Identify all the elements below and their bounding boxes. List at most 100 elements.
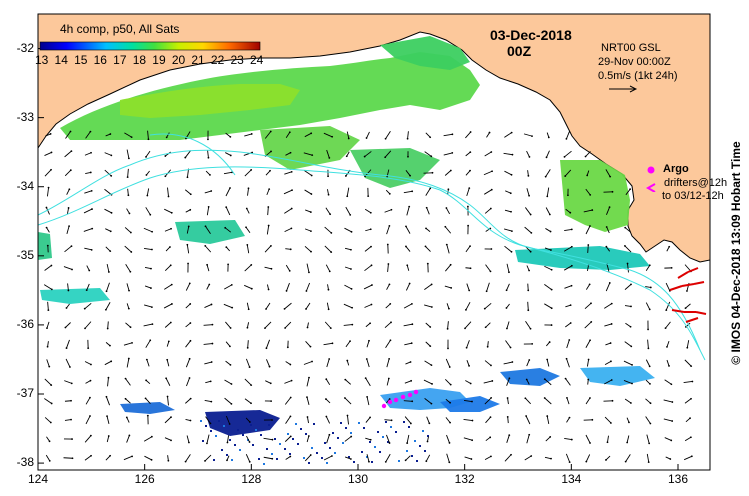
current-arrow-head: [229, 327, 232, 329]
current-arrow-head: [89, 130, 92, 133]
current-arrow: [325, 207, 331, 215]
current-arrow: [346, 187, 350, 197]
current-arrow-head: [325, 415, 328, 418]
current-arrow: [503, 361, 513, 365]
current-arrow: [344, 456, 352, 460]
current-arrow-head: [344, 175, 347, 177]
current-arrow-head: [388, 442, 391, 444]
current-arrow-head: [65, 347, 68, 349]
current-arrow: [583, 209, 593, 213]
x-tick-label: 124: [27, 472, 49, 486]
current-arrow-head: [431, 383, 433, 385]
sst-speckle: [287, 433, 289, 435]
current-arrow-head: [509, 346, 512, 349]
current-arrow-head: [471, 419, 474, 422]
current-arrow-head: [384, 156, 387, 159]
current-arrow-head: [89, 396, 91, 399]
current-arrow: [345, 340, 351, 348]
current-arrow: [363, 284, 373, 290]
current-arrow: [565, 304, 571, 308]
sst-speckle: [424, 450, 426, 452]
current-arrow: [285, 264, 291, 272]
current-arrow: [366, 396, 370, 406]
current-arrow-head: [410, 379, 413, 382]
sst-speckle: [353, 461, 355, 463]
current-arrow-head: [429, 136, 432, 139]
current-arrow-head: [450, 287, 453, 289]
current-arrow: [544, 265, 552, 271]
current-arrow-head: [145, 379, 148, 382]
current-arrow-head: [424, 245, 427, 248]
current-arrow-head: [245, 226, 247, 229]
current-arrow: [645, 302, 651, 310]
sst-speckle: [313, 423, 315, 425]
sst-speckle: [242, 434, 244, 436]
current-arrow: [185, 283, 191, 291]
current-arrow: [665, 321, 671, 329]
current-arrow-head: [585, 460, 588, 463]
current-arrow: [606, 206, 610, 216]
current-arrow-head: [550, 324, 553, 326]
current-arrow: [366, 340, 370, 348]
current-arrow: [47, 301, 49, 311]
current-arrow: [106, 435, 110, 443]
current-arrow: [185, 340, 191, 348]
current-arrow: [66, 339, 70, 349]
current-arrow-head: [511, 361, 514, 363]
current-arrow-head: [406, 137, 409, 140]
current-arrow: [527, 301, 529, 311]
current-arrow: [485, 436, 491, 442]
sst-speckle: [284, 448, 286, 450]
current-arrow-head: [590, 302, 592, 305]
current-arrow: [266, 225, 270, 235]
current-arrow: [63, 266, 73, 270]
current-arrow: [284, 321, 292, 329]
current-arrow: [285, 132, 291, 138]
sst-speckle: [297, 443, 299, 445]
current-arrow-head: [584, 155, 587, 158]
current-arrow-head: [664, 327, 667, 330]
current-arrow-head: [70, 418, 72, 421]
current-arrow-head: [563, 155, 566, 158]
current-arrow: [285, 248, 291, 250]
current-arrow-head: [569, 322, 572, 324]
current-arrow-head: [629, 325, 632, 328]
current-arrow: [665, 282, 671, 292]
current-arrow: [505, 340, 511, 348]
current-arrow-head: [445, 243, 448, 246]
current-arrow: [205, 170, 211, 176]
current-arrow-head: [469, 151, 472, 153]
current-arrow: [306, 397, 310, 405]
current-arrow: [206, 264, 210, 272]
current-arrow-head: [207, 205, 210, 208]
current-arrow-head: [149, 213, 152, 216]
current-arrow: [645, 286, 651, 288]
current-arrow-head: [269, 130, 272, 133]
current-arrow-head: [468, 187, 471, 190]
current-arrow-head: [50, 264, 53, 267]
current-arrow-head: [671, 401, 674, 403]
current-arrow: [327, 284, 329, 290]
current-arrow-head: [346, 195, 349, 198]
current-arrow: [247, 188, 249, 196]
current-arrow-head: [448, 307, 450, 310]
current-arrow-head: [469, 245, 471, 248]
current-arrow-head: [210, 400, 213, 403]
current-arrow-head: [387, 377, 390, 380]
current-arrow-head: [429, 326, 432, 328]
current-arrow-head: [428, 422, 431, 425]
current-arrow: [327, 189, 329, 195]
current-arrow-head: [130, 251, 133, 253]
current-arrow: [303, 152, 313, 156]
current-arrow-head: [46, 244, 49, 247]
current-arrow: [425, 341, 431, 347]
current-arrow: [564, 437, 572, 441]
current-arrow: [245, 453, 251, 463]
current-arrow: [244, 378, 252, 386]
current-arrow-head: [164, 175, 167, 178]
current-arrow-head: [83, 307, 86, 310]
current-arrow-head: [188, 357, 191, 360]
current-arrow-head: [389, 302, 392, 305]
sst-speckle: [416, 460, 418, 462]
current-arrow: [324, 226, 332, 234]
